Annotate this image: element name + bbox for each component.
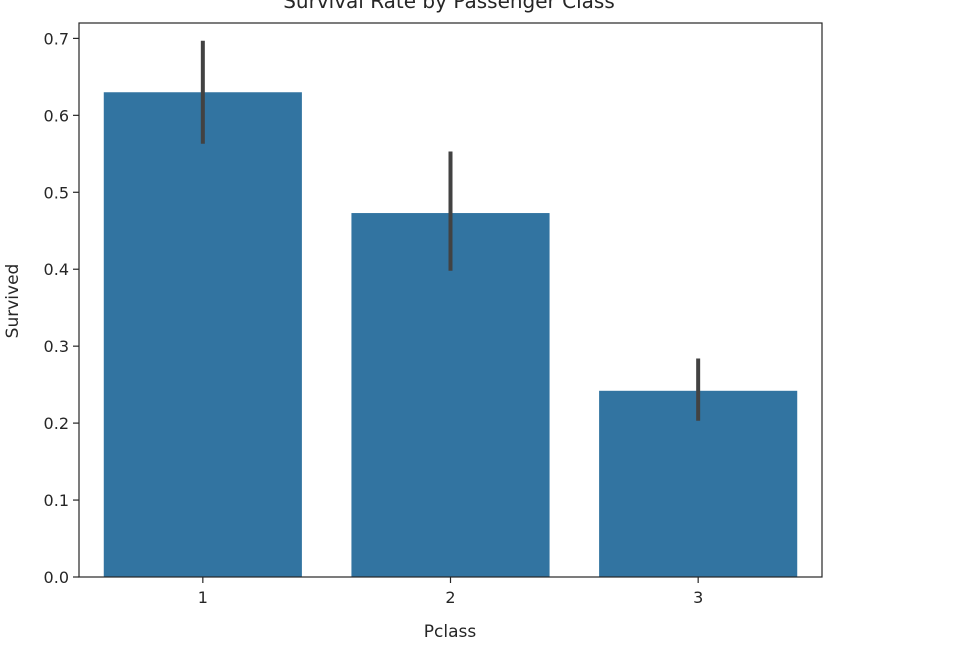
bar-pclass-1 [103,92,302,577]
error-bars-layer [200,40,701,421]
bar-pclass-2 [351,213,550,577]
chart-title: Survival Rate by Passenger Class [283,0,615,13]
y-tick-label: 0.7 [44,29,69,48]
bars-layer [103,92,798,577]
x-tick-label: 1 [198,588,208,607]
y-tick-label: 0.6 [44,106,69,125]
y-tick-label: 0.5 [44,183,69,202]
x-axis-label: Pclass [424,622,477,642]
y-axis-label: Survived [3,264,23,339]
y-tick-label: 0.4 [44,260,69,279]
bar-pclass-3 [599,390,798,577]
x-axis: 1 2 3 [198,577,703,607]
y-tick-label: 0.3 [44,337,69,356]
x-tick-label: 3 [693,588,703,607]
y-tick-label: 0.0 [44,568,69,587]
y-axis: 0.0 0.1 0.2 0.3 0.4 0.5 0.6 0.7 [44,29,79,587]
x-tick-label: 2 [445,588,455,607]
y-tick-label: 0.2 [44,414,69,433]
y-tick-label: 0.1 [44,491,69,510]
